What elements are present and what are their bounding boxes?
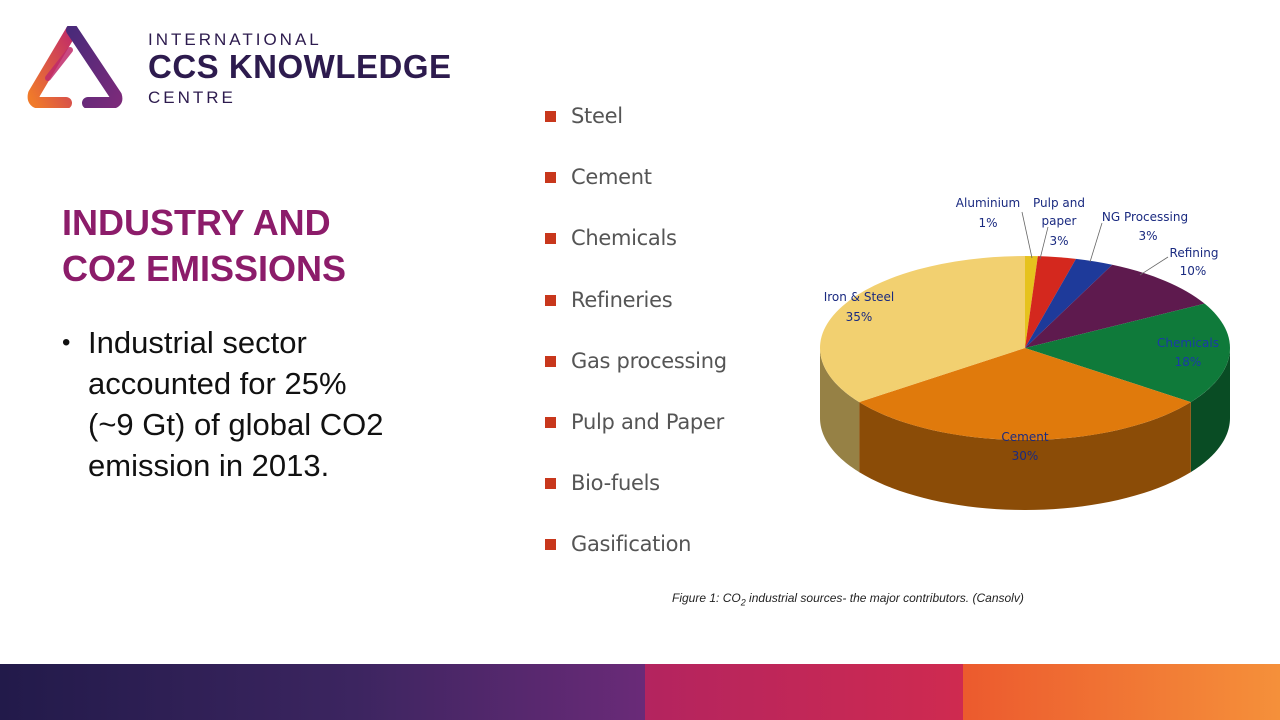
pie-label-name: Aluminium <box>956 196 1020 210</box>
source-item-label: Steel <box>571 104 623 128</box>
source-item-label: Chemicals <box>571 226 677 251</box>
pie-slice-aluminium <box>1025 256 1038 348</box>
bullet-text: Industrial sector accounted for 25% (~9 … <box>88 325 384 483</box>
caption-prefix: Figure 1: CO <box>672 591 741 605</box>
pie-label-percent: 1% <box>978 216 997 230</box>
figure-caption: Figure 1: CO2 industrial sources- the ma… <box>672 591 1024 607</box>
pie-side-walls <box>820 348 1230 510</box>
source-item: Gasification <box>545 528 785 589</box>
square-bullet-icon <box>545 416 556 428</box>
pie-slice-ng-processing <box>1025 258 1113 348</box>
source-item: Steel <box>545 100 785 161</box>
pie-leader-line <box>1139 256 1169 276</box>
pie-label-percent: 3% <box>1138 229 1157 243</box>
source-item: Chemicals <box>545 222 785 283</box>
pie-label-percent: 18% <box>1175 355 1202 369</box>
ccs-triangle-logo-icon <box>27 26 123 108</box>
co2-sources-pie-chart: Aluminium 1% Pulp and paper 3% NG Processing 3… <box>819 196 1231 510</box>
source-item-label: Gasification <box>571 532 692 557</box>
pie-side-5 <box>859 402 1191 510</box>
pie-label-name: paper <box>1042 214 1077 228</box>
pie-label-name: Chemicals <box>1157 336 1219 350</box>
square-bullet-icon <box>545 172 556 184</box>
source-item: Cement <box>545 161 785 222</box>
pie-label-name: Iron & Steel <box>824 290 895 304</box>
pie-label-name: Refining <box>1170 246 1219 260</box>
square-bullet-icon <box>545 355 556 367</box>
pie-label-percent: 35% <box>846 310 873 324</box>
footer-band-purple <box>0 664 645 720</box>
slide-title-line1: INDUSTRY AND <box>62 202 331 243</box>
logo-text-ccs-knowledge: CCS KNOWLEDGE <box>148 48 452 85</box>
square-bullet-icon <box>545 111 556 122</box>
source-item-label: Pulp and Paper <box>571 409 724 434</box>
pie-label-percent: 3% <box>1049 234 1068 248</box>
pie-slice-cement <box>859 348 1191 441</box>
source-item: Pulp and Paper <box>545 406 785 467</box>
bullet-dot-icon: • <box>62 329 71 356</box>
source-item-label: Refineries <box>571 287 673 312</box>
pie-slices <box>819 256 1231 441</box>
square-bullet-icon <box>545 539 556 551</box>
footer-band-orange <box>963 664 1280 720</box>
pie-label-name: Cement <box>1001 430 1048 444</box>
pie-slice-chemicals <box>1025 303 1231 403</box>
square-bullet-icon <box>545 233 556 245</box>
footer-color-band <box>0 664 1280 720</box>
source-item-label: Gas processing <box>571 348 727 373</box>
logo: INTERNATIONAL CCS KNOWLEDGE CENTRE <box>26 26 466 110</box>
industrial-sources-list: Steel Cement Chemicals Refineries Gas proces… <box>545 100 785 590</box>
square-bullet-icon <box>545 478 556 490</box>
pie-slice-pulp-and-paper <box>1025 256 1076 348</box>
pie-side-6 <box>820 348 860 473</box>
footer-band-magenta <box>645 664 963 720</box>
source-item-label: Cement <box>571 165 652 190</box>
pie-slice-iron-steel <box>819 256 1025 403</box>
slide-title: INDUSTRY AND CO2 EMISSIONS <box>62 200 442 292</box>
slide-title-line2: CO2 EMISSIONS <box>62 248 347 289</box>
pie-label-name: Pulp and <box>1033 196 1085 210</box>
square-bullet-icon <box>545 294 556 306</box>
pie-label-percent: 10% <box>1180 264 1207 278</box>
source-item: Bio-fuels <box>545 467 785 528</box>
source-item-label: Bio-fuels <box>571 471 660 496</box>
pie-label-percent: 30% <box>1012 449 1039 463</box>
source-item: Refineries <box>545 284 785 345</box>
logo-text-centre: CENTRE <box>148 88 236 107</box>
logo-text-international: INTERNATIONAL <box>148 30 322 49</box>
caption-suffix: industrial sources- the major contributo… <box>745 591 1024 605</box>
source-item: Gas processing <box>545 345 785 406</box>
pie-labels: Aluminium 1% Pulp and paper 3% NG Processing 3… <box>824 196 1219 463</box>
pie-leader-line <box>1039 226 1049 260</box>
pie-side-4 <box>1190 348 1230 473</box>
pie-leader-line <box>1089 222 1103 263</box>
caption-subscript: 2 <box>740 597 746 608</box>
pie-leader-line <box>1021 211 1033 259</box>
pie-label-name: NG Processing <box>1102 210 1188 224</box>
pie-slice-refining <box>1025 264 1205 348</box>
